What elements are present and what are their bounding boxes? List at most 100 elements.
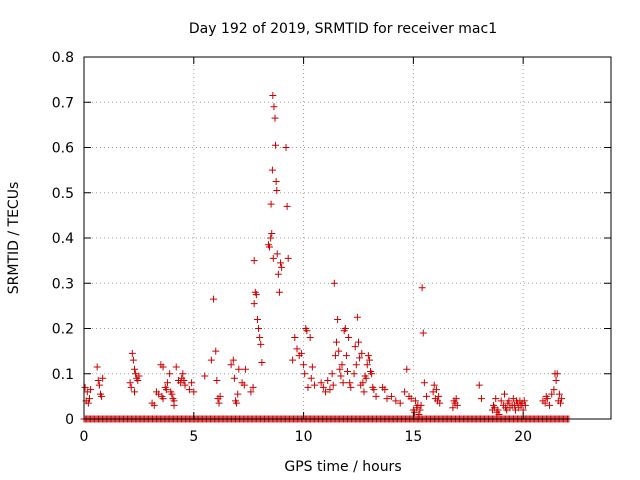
data-point-marker: [128, 349, 136, 357]
y-tick-label: 0.7: [52, 95, 74, 111]
y-axis-label: SRMTID / TECUs: [6, 182, 22, 295]
data-point-marker: [556, 399, 564, 407]
data-point-marker: [319, 383, 327, 391]
data-point-marker: [181, 381, 189, 389]
data-point-marker: [449, 404, 457, 412]
data-point-marker: [126, 379, 134, 387]
data-point-marker: [258, 358, 266, 366]
data-point-marker: [268, 229, 276, 237]
data-point-marker: [159, 395, 167, 403]
data-point-marker: [131, 388, 139, 396]
data-point-marker: [256, 334, 264, 342]
data-point-marker: [252, 291, 260, 299]
data-point-marker: [501, 390, 509, 398]
data-point-marker: [212, 347, 220, 355]
data-point-marker: [271, 114, 279, 122]
data-point-marker: [350, 370, 358, 378]
data-point-marker: [308, 363, 316, 371]
data-point-marker: [381, 386, 389, 394]
data-point-marker: [548, 390, 556, 398]
y-tick-label: 0.4: [52, 231, 74, 247]
data-point-marker: [401, 388, 409, 396]
data-point-marker: [250, 257, 258, 265]
data-point-marker: [134, 377, 142, 385]
data-point-marker: [229, 356, 237, 364]
data-point-marker: [358, 349, 366, 357]
data-point-marker: [270, 103, 278, 111]
data-point-marker: [396, 399, 404, 407]
data-points: [81, 91, 566, 418]
data-point-marker: [423, 392, 431, 400]
data-point-marker: [553, 370, 561, 378]
data-point-marker: [475, 381, 483, 389]
data-point-marker: [188, 379, 196, 387]
y-tick-label: 0: [65, 412, 74, 428]
data-point-marker: [360, 388, 368, 396]
data-point-marker: [266, 243, 274, 251]
data-point-marker: [477, 395, 485, 403]
data-point-marker: [303, 327, 311, 335]
data-point-marker: [362, 374, 370, 382]
data-point-marker: [278, 263, 286, 271]
data-point-marker: [307, 374, 315, 382]
data-point-marker: [185, 386, 193, 394]
data-point-marker: [127, 383, 135, 391]
data-point-marker: [452, 395, 460, 403]
data-point-marker: [352, 361, 360, 369]
x-tick-label: 15: [404, 429, 422, 445]
data-point-marker: [87, 386, 95, 394]
data-point-marker: [416, 406, 424, 414]
tick-labels: 0 0.1 0.2 0.3 0.4 0.5 0.6 0.7 0.8 0 5 10 15 20: [52, 50, 532, 445]
data-point-marker: [338, 361, 346, 369]
data-point-marker: [163, 379, 171, 387]
data-point-marker: [283, 202, 291, 210]
data-point-marker: [356, 354, 364, 362]
data-point-marker: [131, 365, 139, 373]
data-point-marker: [521, 401, 529, 409]
data-point-marker: [247, 388, 255, 396]
data-point-marker: [520, 397, 528, 405]
data-point-marker: [341, 325, 349, 332]
y-tick-label: 0.5: [52, 186, 74, 202]
data-point-marker: [417, 401, 425, 409]
data-point-marker: [159, 363, 167, 371]
data-point-marker: [267, 200, 275, 208]
data-point-marker: [363, 361, 371, 369]
x-tick-label: 20: [514, 429, 532, 445]
data-point-marker: [253, 315, 261, 323]
data-point-marker: [210, 295, 218, 303]
data-point-marker: [322, 388, 330, 396]
data-point-marker: [274, 270, 282, 278]
data-point-marker: [453, 401, 461, 409]
data-point-marker: [257, 340, 265, 348]
data-point-marker: [418, 284, 426, 292]
data-point-marker: [267, 234, 275, 242]
data-point-marker: [326, 386, 334, 394]
data-point-marker: [324, 377, 332, 385]
data-point-marker: [275, 288, 283, 296]
data-point-marker: [351, 343, 359, 351]
data-point-marker: [99, 374, 107, 382]
data-point-marker: [430, 381, 438, 389]
data-point-marker: [94, 377, 102, 385]
data-point-marker: [552, 377, 560, 385]
data-point-marker: [129, 356, 137, 364]
data-point-marker: [342, 352, 350, 360]
data-point-marker: [250, 300, 258, 308]
data-point-marker: [162, 386, 170, 394]
data-point-marker: [306, 334, 314, 342]
data-point-marker: [95, 381, 103, 389]
y-tick-label: 0.8: [52, 50, 74, 66]
data-point-marker: [339, 379, 347, 387]
data-point-marker: [293, 345, 301, 353]
data-point-marker: [271, 141, 279, 149]
data-point-marker: [93, 363, 101, 371]
data-point-marker: [432, 386, 440, 394]
data-point-marker: [240, 381, 248, 389]
data-point-marker: [179, 370, 187, 378]
y-tick-label: 0.6: [52, 141, 74, 157]
data-point-marker: [216, 392, 224, 400]
data-point-marker: [359, 379, 367, 387]
data-point-marker: [337, 372, 345, 380]
